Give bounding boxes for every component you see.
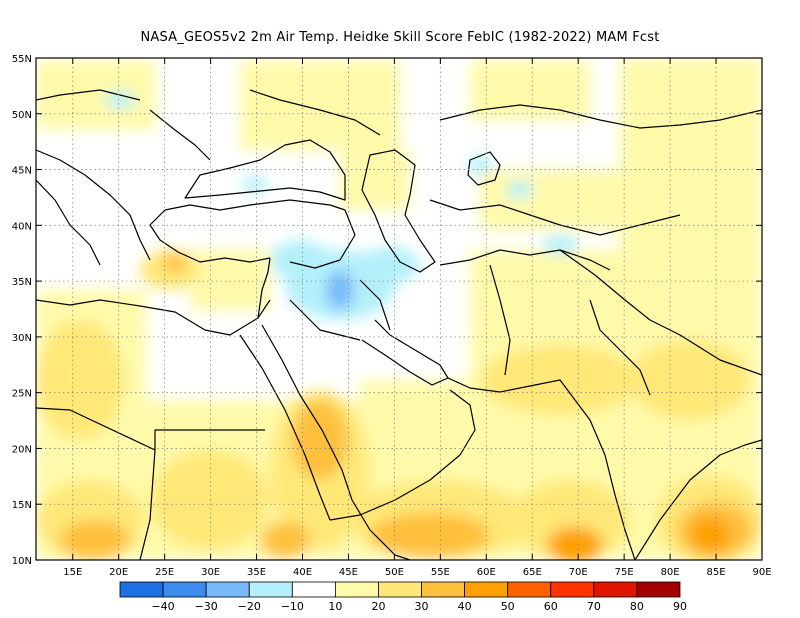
lat-label: 35N — [12, 277, 32, 288]
coastlines — [36, 89, 762, 560]
colorbar-label: 60 — [544, 600, 558, 613]
colorbar-swatch — [550, 581, 595, 598]
lat-label: 40N — [12, 221, 32, 232]
lon-label: 40E — [293, 567, 312, 578]
lon-label: 85E — [707, 567, 726, 578]
colorbar-label: −40 — [151, 600, 174, 613]
lon-label: 30E — [201, 567, 220, 578]
colorbar: −40 −30 −20 −10 10 20 30 40 50 60 70 80 90 — [119, 581, 687, 613]
colorbar-swatch — [378, 581, 422, 598]
colorbar-label: 10 — [328, 600, 342, 613]
colorbar-label: −20 — [238, 600, 261, 613]
colorbar-label: −10 — [281, 600, 304, 613]
lat-label: 20N — [12, 444, 32, 455]
lon-label: 75E — [615, 567, 634, 578]
colorbar-label: 50 — [501, 600, 515, 613]
lat-label: 45N — [12, 166, 32, 177]
colorbar-label: 80 — [630, 600, 644, 613]
lon-label: 45E — [339, 567, 358, 578]
latitude-axis: 10N 15N 20N 25N 30N 35N 40N 45N 50N 55N — [12, 54, 762, 567]
lon-label: 35E — [247, 567, 266, 578]
lon-label: 80E — [661, 567, 680, 578]
colorbar-label: −30 — [195, 600, 218, 613]
lon-label: 20E — [109, 567, 128, 578]
skill-shading — [36, 58, 762, 560]
lat-label: 25N — [12, 389, 32, 400]
colorbar-label: 70 — [587, 600, 601, 613]
colorbar-label: 20 — [371, 600, 385, 613]
lat-label: 55N — [12, 54, 32, 65]
colorbar-swatch — [464, 581, 509, 598]
colorbar-label: 30 — [415, 600, 429, 613]
lon-label: 70E — [569, 567, 588, 578]
colorbar-swatch — [248, 581, 293, 598]
lon-label: 15E — [63, 567, 82, 578]
lon-label: 90E — [752, 567, 771, 578]
colorbar-swatch — [119, 581, 164, 598]
colorbar-swatch — [205, 581, 250, 598]
lon-label: 65E — [523, 567, 542, 578]
colorbar-swatch — [334, 581, 379, 598]
map-title: NASA_GEOS5v2 2m Air Temp. Heidke Skill S… — [140, 30, 660, 45]
colorbar-swatch — [421, 581, 466, 598]
lon-label: 25E — [155, 567, 174, 578]
lon-label: 50E — [385, 567, 404, 578]
colorbar-swatch — [507, 581, 552, 598]
map-frame — [35, 57, 763, 561]
lon-label: 55E — [431, 567, 450, 578]
lon-label: 60E — [477, 567, 496, 578]
colorbar-label: 90 — [673, 600, 687, 613]
lat-label: 30N — [12, 333, 32, 344]
colorbar-swatch — [162, 581, 207, 598]
colorbar-swatch — [636, 581, 681, 598]
colorbar-label: 40 — [458, 600, 472, 613]
lat-label: 10N — [12, 556, 32, 567]
lat-label: 50N — [12, 110, 32, 121]
colorbar-swatch — [593, 581, 638, 598]
lat-label: 15N — [12, 500, 32, 511]
longitude-axis: 15E 20E 25E 30E 35E 40E 45E 50E 55E 60E 65E 70E 75E 8… — [63, 58, 772, 578]
colorbar-swatch — [291, 581, 336, 598]
